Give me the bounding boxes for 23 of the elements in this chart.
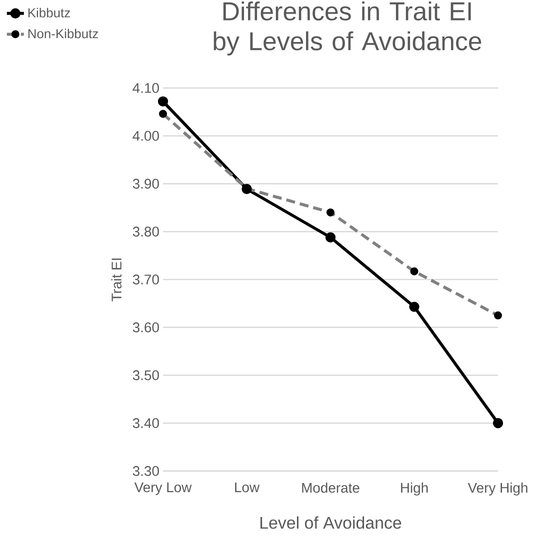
chart-title: Differences in Trait EI by Levels of Avoidance [214,1,482,56]
point [409,302,420,312]
point [158,96,168,106]
x-tick-label: Very High [468,482,528,496]
y-tick-label: 3.50 [132,370,159,380]
y-tick-label: 4.00 [132,130,159,141]
x-tick-label: Moderate [302,482,360,493]
x-axis-title: Level of Avoidance [260,516,402,529]
y-tick-label: 3.40 [132,418,159,428]
x-tick-label: Very Low [134,482,192,496]
x-tick-label: High [401,482,428,496]
x-tick-label: Low [235,482,260,492]
y-tick-label: 3.90 [132,178,159,189]
y-tick-label: 3.30 [132,466,159,476]
legend-label: Non-Kibbutz [28,28,98,38]
y-tick-label: 3.80 [132,226,159,237]
point [492,418,504,428]
y-axis-title: Trait EI [111,258,122,302]
point [325,232,336,242]
legend-label: Kibbutz [28,8,70,18]
y-tick-label: 3.60 [132,322,159,332]
y-tick-label: 4.10 [132,83,159,93]
y-tick-label: 3.70 [132,274,159,284]
